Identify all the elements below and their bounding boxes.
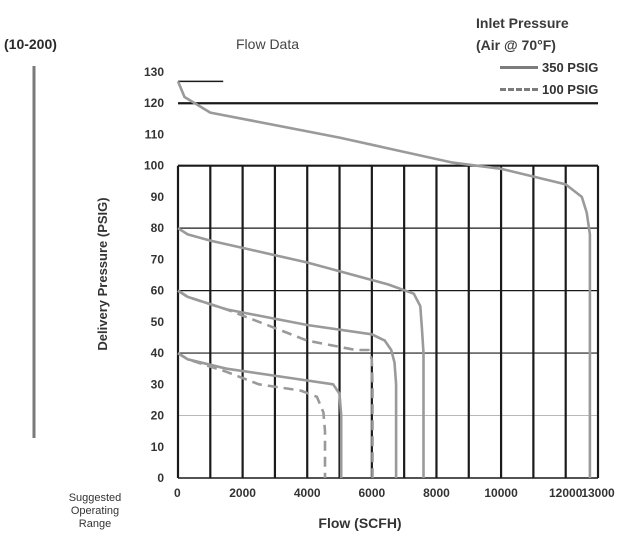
y-tick-label: 130	[144, 65, 164, 79]
x-tick-label: 8000	[423, 486, 450, 500]
series-100-psig-curve	[177, 289, 374, 478]
y-tick-label: 80	[151, 221, 165, 235]
x-tick-label: 4000	[294, 486, 321, 500]
x-tick-label: 13000	[581, 486, 615, 500]
grid-lines	[176, 80, 600, 479]
series-100-psig-curve	[177, 352, 327, 478]
legend-title-line1: Inlet Pressure	[476, 15, 569, 31]
series-350-psig-curve	[177, 289, 398, 478]
x-tick-label: 10000	[484, 486, 518, 500]
range-label: (10-200)	[4, 36, 57, 52]
flow-curves	[176, 80, 592, 478]
legend: 350 PSIG 100 PSIG	[500, 56, 630, 100]
x-tick-label: 2000	[229, 486, 256, 500]
y-tick-label: 100	[144, 159, 164, 173]
y-tick-label: 120	[144, 96, 164, 110]
legend-item-350: 350 PSIG	[500, 56, 630, 78]
x-tick-label: 0	[174, 486, 181, 500]
suggested-operating-range-label: Suggested Operating Range	[40, 492, 150, 531]
legend-label: 100 PSIG	[542, 81, 599, 97]
legend-title-line2: (Air @ 70°F)	[476, 37, 556, 53]
y-tick-label: 60	[151, 284, 165, 298]
x-tick-label: 6000	[358, 486, 385, 500]
y-tick-label: 10	[151, 440, 165, 454]
dashed-line-swatch	[500, 87, 538, 91]
solid-line-swatch	[500, 65, 538, 69]
y-tick-label: 50	[151, 315, 165, 329]
suggested-line3: Range	[78, 518, 112, 530]
legend-label: 350 PSIG	[542, 59, 599, 75]
y-tick-label: 20	[151, 409, 165, 423]
y-tick-label: 70	[151, 252, 165, 266]
x-tick-label: 12000	[549, 486, 583, 500]
y-tick-label: 40	[151, 346, 165, 360]
suggested-line1: Suggested	[68, 492, 122, 504]
series-350-psig-curve	[177, 227, 425, 478]
y-tick-label: 0	[157, 471, 164, 485]
legend-title: Inlet Pressure (Air @ 70°F)	[476, 12, 569, 56]
series-350-psig-curve	[176, 80, 592, 478]
y-tick-label: 110	[145, 127, 165, 141]
y-axis-label: Delivery Pressure (PSIG)	[95, 197, 110, 350]
legend-item-100: 100 PSIG	[500, 78, 630, 100]
tick-labels: 0 10 20 30 40 50 60 70 80 90 100 110 120 130 0 2000 4000…	[144, 65, 615, 500]
y-tick-label: 90	[151, 190, 165, 204]
chart-title: Flow Data	[236, 36, 300, 52]
suggested-line2: Operating	[70, 505, 120, 517]
y-tick-label: 30	[151, 377, 165, 391]
x-axis-label: Flow (SCFH)	[318, 515, 401, 531]
